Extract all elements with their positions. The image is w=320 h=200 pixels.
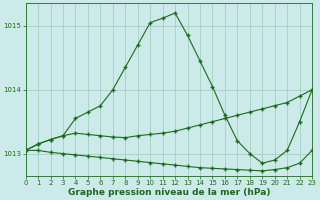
X-axis label: Graphe pression niveau de la mer (hPa): Graphe pression niveau de la mer (hPa) xyxy=(68,188,270,197)
